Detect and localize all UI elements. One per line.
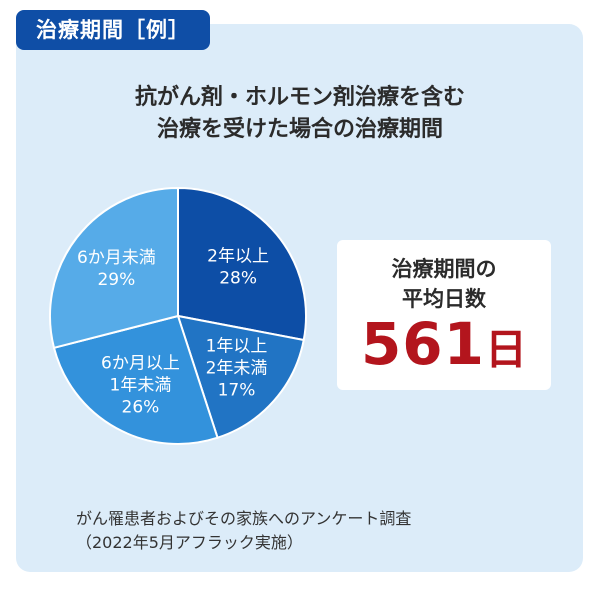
slice-label-3: 6か月未満 29% xyxy=(77,248,156,290)
section-tag: 治療期間［例］ xyxy=(16,10,210,50)
slice-percent: 29% xyxy=(97,270,135,290)
average-days-unit: 日 xyxy=(485,325,528,374)
slice-category: 1年未満 xyxy=(110,375,172,395)
pie-slice-1 xyxy=(176,314,305,439)
slice-label-1: 1年以上 2年未満 17% xyxy=(206,337,268,401)
average-days-number: 561 xyxy=(360,310,486,378)
average-days-label-line-2: 平均日数 xyxy=(402,287,486,311)
slice-category: 2年未満 xyxy=(206,359,268,379)
average-days-value: 561日 xyxy=(337,310,551,378)
pie-slice-0 xyxy=(177,186,307,342)
slice-category: 6か月未満 xyxy=(77,248,156,268)
source-note-line-2: （2022年5月アフラック実施） xyxy=(76,533,303,552)
average-days-label-line-1: 治療期間の xyxy=(391,257,497,281)
chart-title-line-1: 抗がん剤・ホルモン剤治療を含む xyxy=(134,85,465,110)
pie-chart: 2年以上 28% 1年以上 2年未満 17% 6か月以上 1年未満 26% 6か月未満 29% xyxy=(49,186,307,445)
slice-percent: 26% xyxy=(122,397,160,417)
pie-slice-3 xyxy=(49,186,179,350)
slice-category: 2年以上 xyxy=(207,246,269,266)
slice-category: 6か月以上 xyxy=(101,353,180,373)
source-note-line-1: がん罹患者およびその家族へのアンケート調査 xyxy=(76,509,412,528)
slice-category: 1年以上 xyxy=(206,337,268,357)
slice-label-2: 6か月以上 1年未満 26% xyxy=(101,353,180,417)
average-days-card: 治療期間の 平均日数 561日 xyxy=(337,240,551,390)
slice-label-0: 2年以上 28% xyxy=(207,246,269,288)
chart-title-line-2: 治療を受けた場合の治療期間 xyxy=(156,117,443,142)
slice-percent: 17% xyxy=(218,381,256,401)
slice-percent: 28% xyxy=(219,268,257,288)
pie-slice-2 xyxy=(52,314,219,445)
